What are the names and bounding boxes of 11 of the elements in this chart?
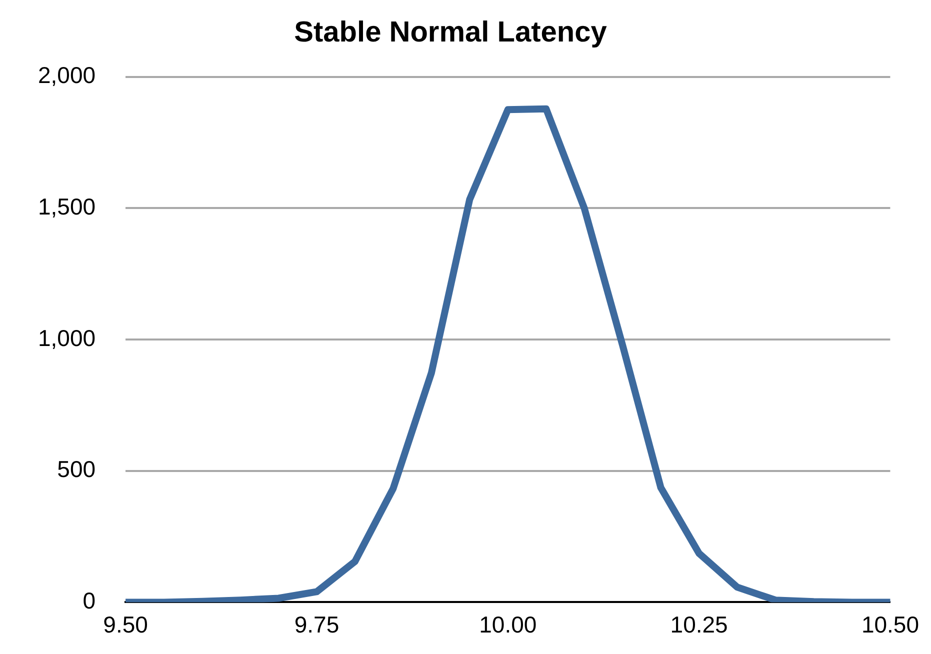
x-tick-label: 10.00: [479, 611, 537, 638]
x-tick-label: 9.50: [103, 611, 148, 638]
x-tick-label: 9.75: [294, 611, 340, 638]
y-tick-label: 1,000: [38, 324, 96, 351]
x-tick-label: 10.25: [670, 611, 728, 638]
x-tick-label: 10.50: [861, 611, 920, 638]
chart-title: Stable Normal Latency: [294, 16, 607, 48]
y-tick-label: 0: [82, 588, 96, 614]
y-tick-label: 2,000: [38, 62, 96, 88]
y-tick-label: 1,500: [38, 193, 96, 220]
y-tick-label: 500: [57, 456, 96, 482]
